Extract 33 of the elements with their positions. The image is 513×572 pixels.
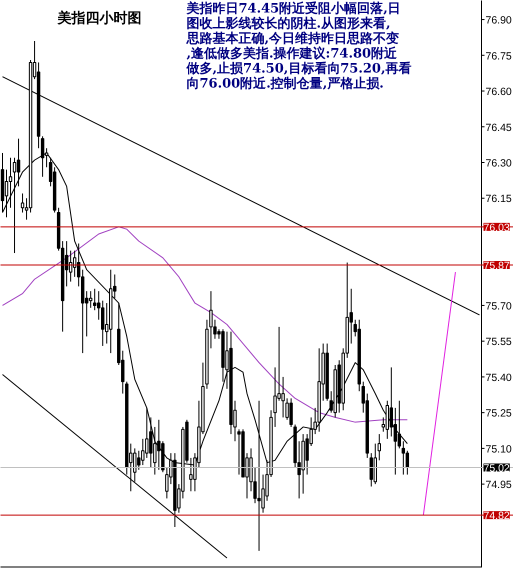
candlestick (101, 300, 104, 346)
y-tick-label: 76.90 (486, 14, 512, 27)
y-tick-label: 76.45 (486, 122, 512, 134)
candlestick (137, 450, 140, 470)
candlestick (92, 288, 96, 311)
candlestick (12, 157, 16, 254)
candlestick (289, 398, 293, 428)
y-tick-label: 75.40 (486, 372, 512, 384)
candlestick (88, 290, 92, 308)
text: 美指四小时图 (56, 10, 142, 26)
line-series (2, 226, 408, 423)
y-tick-label: 75.10 (486, 443, 512, 456)
candlestick (386, 400, 390, 440)
candlestick (68, 250, 72, 282)
y-tick-label: 75.25 (486, 408, 512, 420)
annotation: 美指昨日74.45附近受阻小幅回落,日图收上影线较长的阴柱.从图形来看,思路基本正确,今日维持昨日思路不变,逢低做多美指.操作建议:74.80附近做多,止损74.50,目标看向75.20,再看向76.00附近.控制仓量,严格止损. (186, 0, 412, 92)
candlestick (281, 376, 285, 418)
candlestick (374, 443, 377, 485)
y-tick-label: 76.60 (486, 86, 512, 98)
y-tick-label: 74.95 (486, 479, 512, 492)
y-tick-label: 75.70 (486, 300, 512, 312)
y-tick-label: 75.55 (486, 336, 512, 348)
y-tick-label: 76.30 (486, 158, 512, 170)
candlestick (237, 428, 241, 476)
candlestick (20, 192, 24, 214)
ref-line-label: 75.87 (484, 260, 510, 272)
candlestick (4, 169, 8, 218)
ref-line-label: 74.82 (484, 510, 510, 522)
y-tick-label: 76.15 (486, 193, 512, 206)
y-tick-label: 76.75 (486, 50, 512, 62)
ref-line-label: 75.02 (484, 462, 510, 474)
ref-line-label: 76.03 (484, 222, 510, 234)
candlestick (141, 438, 144, 466)
